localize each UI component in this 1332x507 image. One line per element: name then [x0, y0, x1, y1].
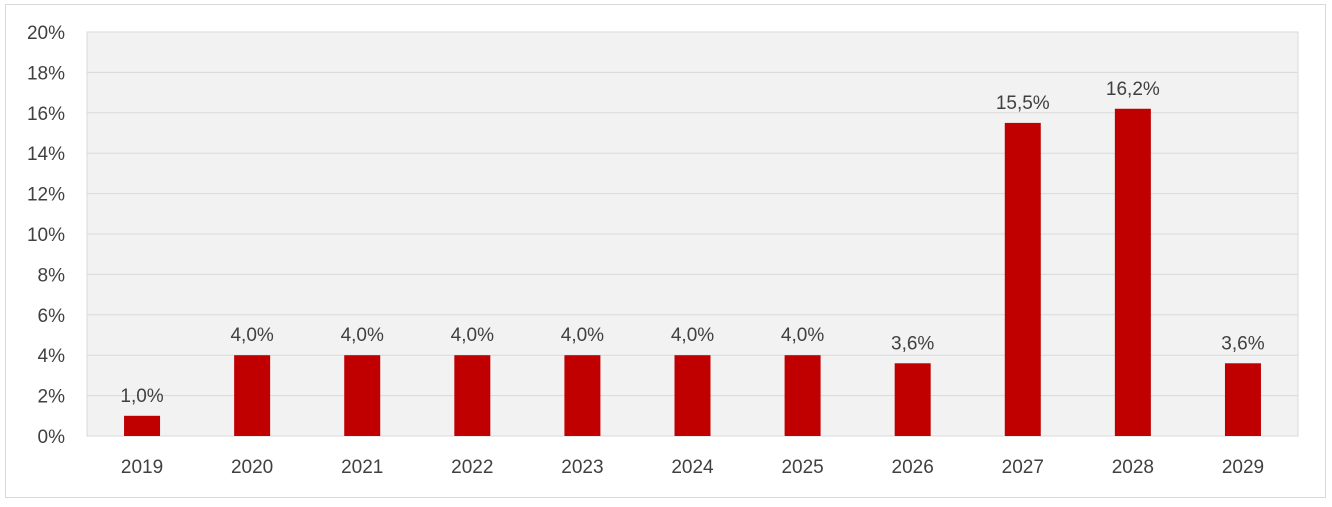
bars — [124, 108, 1261, 437]
data-label-2020: 4,0% — [230, 325, 273, 346]
y-tick-label: 18% — [27, 63, 65, 84]
bar-2028 — [1114, 108, 1151, 436]
y-tick-label: 12% — [27, 185, 65, 206]
data-label-2026: 3,6% — [891, 333, 934, 354]
data-label-2025: 4,0% — [781, 325, 824, 346]
data-label-2027: 15,5% — [996, 93, 1050, 114]
bar-2022 — [454, 355, 491, 436]
data-label-2028: 16,2% — [1106, 79, 1160, 100]
bar-2020 — [234, 355, 271, 436]
data-labels: 1,0% 4,0% 4,0% 4,0% 4,0% 4,0% 4,0% 3,6% 15,5% 16,… — [120, 79, 1264, 407]
y-tick-label: 4% — [38, 346, 66, 367]
data-label-2022: 4,0% — [451, 325, 494, 346]
x-tick-label-2025: 2025 — [781, 457, 823, 478]
bar-2027 — [1004, 122, 1041, 437]
gridlines — [86, 31, 1299, 437]
y-tick-label: 20% — [27, 23, 65, 44]
x-tick-label-2026: 2026 — [892, 457, 934, 478]
data-label-2023: 4,0% — [561, 325, 604, 346]
bar-2023 — [564, 355, 601, 436]
bar-2029 — [1224, 363, 1261, 436]
y-tick-label: 10% — [27, 225, 65, 246]
y-tick-label: 14% — [27, 144, 65, 165]
data-label-2019: 1,0% — [120, 386, 163, 407]
x-tick-label-2027: 2027 — [1002, 457, 1044, 478]
bar-2021 — [344, 355, 381, 436]
y-tick-label: 0% — [38, 427, 66, 448]
x-tick-label-2023: 2023 — [561, 457, 603, 478]
x-tick-label-2028: 2028 — [1112, 457, 1154, 478]
data-label-2021: 4,0% — [341, 325, 384, 346]
y-axis-tick-labels: 0% 2% 4% 6% 8% 10% 12% 14% 16% 18% 20% — [27, 23, 65, 448]
x-axis-tick-labels: 2019 2020 2021 2022 2023 2024 2025 2026 2027 2028… — [121, 457, 1264, 478]
data-label-2029: 3,6% — [1221, 333, 1264, 354]
y-tick-label: 6% — [38, 306, 66, 327]
x-tick-label-2029: 2029 — [1222, 457, 1264, 478]
bar-2026 — [894, 363, 931, 436]
y-tick-label: 16% — [27, 104, 65, 125]
bar-2019 — [124, 415, 161, 436]
bar-2024 — [674, 355, 711, 436]
y-tick-label: 2% — [38, 387, 66, 408]
y-tick-label: 8% — [38, 265, 66, 286]
x-tick-label-2020: 2020 — [231, 457, 273, 478]
x-tick-label-2024: 2024 — [671, 457, 714, 478]
x-tick-label-2019: 2019 — [121, 457, 163, 478]
x-tick-label-2022: 2022 — [451, 457, 493, 478]
data-label-2024: 4,0% — [671, 325, 714, 346]
x-tick-label-2021: 2021 — [341, 457, 383, 478]
bar-2025 — [784, 355, 821, 436]
